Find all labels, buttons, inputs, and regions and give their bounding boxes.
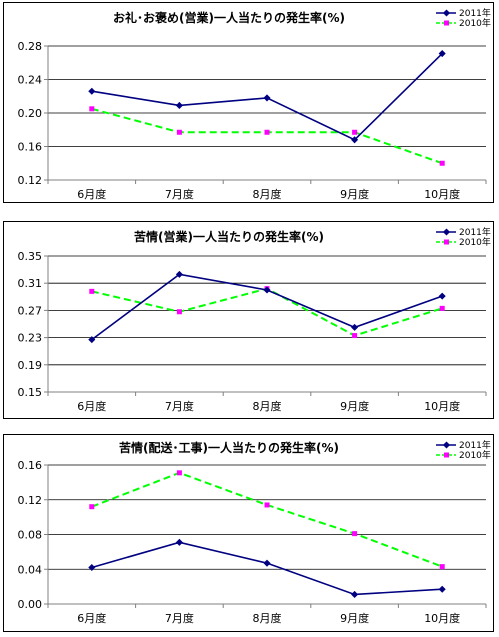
x-tick-label: 8月度 <box>253 187 282 201</box>
y-tick-label: 0.00 <box>18 598 43 611</box>
y-tick-label: 0.12 <box>18 494 43 507</box>
series-2010-point <box>89 504 95 510</box>
series-2010-line <box>91 107 443 165</box>
series-2010-point <box>439 160 445 166</box>
legend-label-2010: 2010年 <box>459 449 491 461</box>
series-2010-point <box>176 129 182 135</box>
legend-marker-2010 <box>444 452 449 458</box>
y-tick-label: 0.08 <box>18 529 43 542</box>
y-tick-label: 0.12 <box>18 174 43 187</box>
chart-title: 苦情(配送･工事)一人当たりの発生率(%) <box>119 440 339 455</box>
series-2010-point <box>176 470 182 476</box>
series-2011-point <box>263 286 271 294</box>
legend-marker-2011 <box>442 228 451 236</box>
chart-panel-kujou-haisou: 苦情(配送･工事)一人当たりの発生率(%) 0.00 0.04 0.08 0.12 0.1… <box>3 434 494 632</box>
x-tick-label: 8月度 <box>253 611 282 625</box>
legend-label-2010: 2010年 <box>459 17 491 29</box>
x-tick-label: 6月度 <box>77 399 106 413</box>
y-tick-label: 0.23 <box>18 332 43 345</box>
legend-marker-2010 <box>444 239 449 245</box>
line-chart-kujou-haisou: 苦情(配送･工事)一人当たりの発生率(%) 0.00 0.04 0.08 0.12 0.1… <box>18 439 491 625</box>
series-2011-point <box>175 101 183 109</box>
y-tick-label: 0.19 <box>18 359 43 372</box>
x-tick-label: 10月度 <box>424 611 460 625</box>
legend-label-2011: 2011年 <box>459 7 491 19</box>
y-tick-label: 0.24 <box>18 74 43 87</box>
series-2011-line <box>91 541 443 596</box>
chart-panel-orei: お礼･お褒め(営業)一人当たりの発生率(%) 0.12 0.16 0.20 0.24 0.… <box>3 2 494 203</box>
series-2010-point <box>352 333 358 339</box>
series-2011-point <box>263 94 271 102</box>
series-2011-point <box>351 590 359 598</box>
series-2010-point <box>89 288 95 294</box>
chart-title: お礼･お褒め(営業)一人当たりの発生率(%) <box>113 10 345 25</box>
series-2011-point <box>88 563 96 572</box>
y-tick-label: 0.20 <box>18 107 43 120</box>
legend-marker-2011 <box>442 9 451 17</box>
series-2010-point <box>439 564 445 570</box>
y-tick-label: 0.16 <box>18 141 43 154</box>
legend-label-2011: 2011年 <box>459 226 491 238</box>
series-2011-point <box>351 323 359 331</box>
series-2010-point <box>89 106 95 112</box>
legend-marker-2010 <box>444 20 449 26</box>
y-tick-label: 0.27 <box>18 304 43 317</box>
legend-label-2011: 2011年 <box>459 439 491 451</box>
series-2011-line <box>91 273 443 341</box>
y-tick-label: 0.28 <box>18 40 43 53</box>
series-2010-point <box>176 309 182 315</box>
y-tick-label: 0.16 <box>18 459 43 472</box>
series-2010-point <box>264 502 270 508</box>
x-tick-label: 7月度 <box>165 187 194 201</box>
x-tick-label: 7月度 <box>165 611 194 625</box>
series-2011-point <box>438 50 446 58</box>
series-2010-line <box>91 287 443 337</box>
x-tick-label: 6月度 <box>77 187 106 201</box>
series-2010-point <box>264 129 270 135</box>
series-2011-point <box>438 292 446 300</box>
y-tick-label: 0.31 <box>18 277 43 290</box>
y-tick-label: 0.15 <box>18 386 43 399</box>
y-tick-label: 0.35 <box>18 250 43 263</box>
legend-marker-2011 <box>442 441 451 449</box>
x-tick-label: 9月度 <box>340 187 369 201</box>
y-tick-label: 0.04 <box>18 563 43 576</box>
line-chart-kujou-eigyou: 苦情(営業)一人当たりの発生率(%) 0.15 0.19 0.23 0.27 0.31 0.… <box>18 226 491 413</box>
x-tick-label: 10月度 <box>424 399 460 413</box>
x-tick-label: 9月度 <box>340 611 369 625</box>
chart-title: 苦情(営業)一人当たりの発生率(%) <box>134 229 324 244</box>
x-tick-label: 10月度 <box>424 187 460 201</box>
line-chart-orei: お礼･お褒め(営業)一人当たりの発生率(%) 0.12 0.16 0.20 0.24 0.… <box>18 7 491 201</box>
x-tick-label: 6月度 <box>77 611 106 625</box>
series-2010-point <box>352 531 358 537</box>
x-tick-label: 8月度 <box>253 399 282 413</box>
series-2011-point <box>263 559 271 567</box>
series-2011-point <box>438 585 446 593</box>
series-2010-point <box>439 305 445 311</box>
series-2011-point <box>88 87 96 95</box>
x-tick-label: 9月度 <box>340 399 369 413</box>
x-tick-label: 7月度 <box>165 399 194 413</box>
chart-panel-kujou-eigyou: 苦情(営業)一人当たりの発生率(%) 0.15 0.19 0.23 0.27 0.31 0.… <box>3 221 494 419</box>
series-2011-point <box>351 136 359 144</box>
series-2011-point <box>175 538 183 546</box>
series-2010-point <box>352 129 358 135</box>
legend-label-2010: 2010年 <box>459 236 491 248</box>
